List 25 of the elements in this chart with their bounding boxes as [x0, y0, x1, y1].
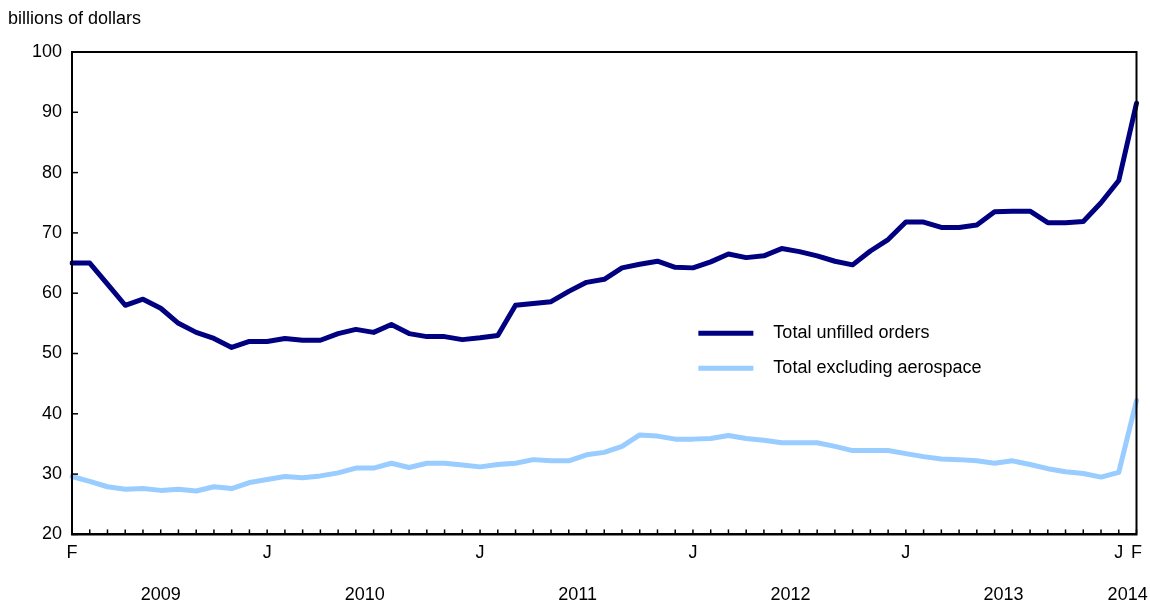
y-tick-label: 70 — [41, 221, 62, 242]
y-tick-label: 30 — [41, 463, 62, 484]
y-tick-label: 90 — [41, 101, 62, 122]
text: 2010 — [344, 584, 385, 604]
x-tick-label: J — [262, 542, 272, 563]
text: 2013 — [983, 584, 1024, 604]
text: 2011 — [558, 584, 597, 604]
x-tick-label: J — [901, 542, 911, 563]
x-tick-label: F — [1131, 542, 1142, 563]
x-tick-label: J — [1114, 542, 1124, 563]
y-tick-label: 80 — [41, 161, 62, 182]
legend-label: Total unfilled orders — [773, 322, 930, 343]
y-axis-title: billions of dollars — [8, 8, 142, 28]
y-tick-label: 100 — [31, 40, 62, 61]
text: 2009 — [140, 584, 181, 604]
y-tick-label: 20 — [41, 523, 62, 544]
text: 2014 — [1107, 584, 1148, 604]
text: 2012 — [770, 584, 811, 604]
y-tick-label: 40 — [41, 402, 62, 423]
y-tick-label: 50 — [41, 342, 62, 363]
x-tick-label: J — [475, 542, 485, 563]
x-tick-label: J — [688, 542, 698, 563]
y-tick-label: 60 — [41, 282, 62, 303]
legend-label: Total excluding aerospace — [773, 357, 982, 378]
x-tick-label: F — [66, 542, 78, 563]
